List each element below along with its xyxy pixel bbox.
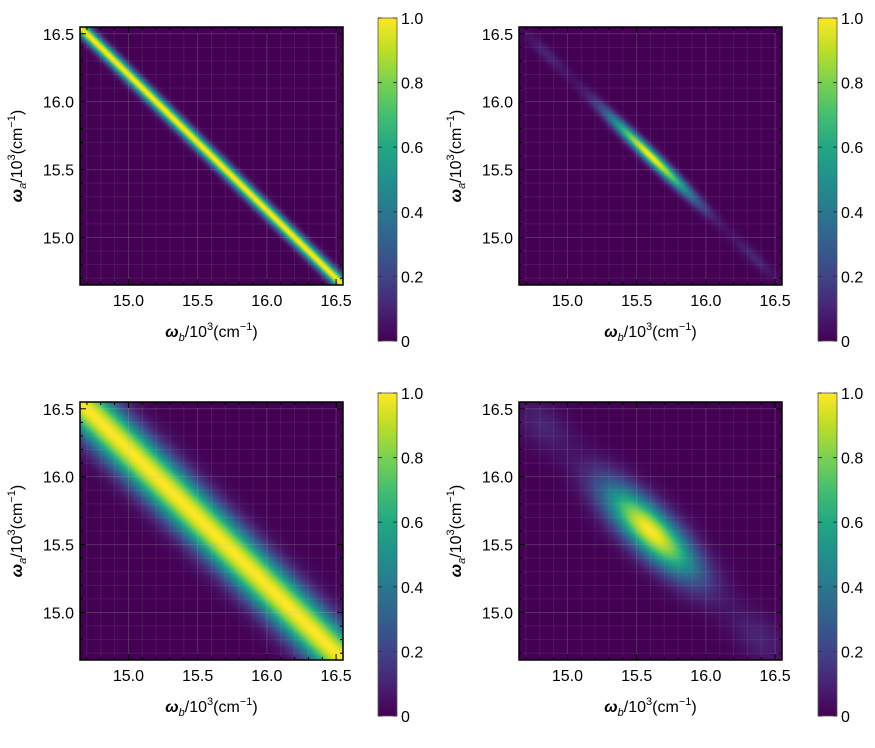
colorbar-tick-label: 0.6 <box>401 515 423 532</box>
x-tick-label: 16.5 <box>760 293 791 310</box>
y-tick-label: 16.5 <box>482 402 513 419</box>
y-tick-label: 15.5 <box>43 538 74 555</box>
colorbar-tick-label: 0.8 <box>841 451 863 468</box>
colorbar-tick-label: 0.2 <box>401 269 423 286</box>
y-tick-label: 16.0 <box>43 470 74 487</box>
panel-top-right: 15.0 15.5 16.0 16.5 15.0 15.5 16.0 16.5 ωb/103(c… <box>445 11 863 351</box>
y-tick-label: 15.0 <box>43 230 74 247</box>
y-tick-label: 15.5 <box>43 163 74 180</box>
colorbar-tick-label: 1.0 <box>841 386 863 403</box>
y-axis-label: ωa/103(cm−1) <box>445 110 468 202</box>
colorbar <box>817 392 838 717</box>
colorbar-tick-label: 0.6 <box>841 140 863 157</box>
colorbar-tick-label: 0.4 <box>841 580 863 597</box>
y-axis-label: ωa/103(cm−1) <box>6 110 29 202</box>
x-tick-label: 16.5 <box>760 668 791 685</box>
x-tick-label: 16.0 <box>690 668 721 685</box>
panel-bottom-left: 15.0 15.5 16.0 16.5 15.0 15.5 16.0 16.5 ωb/103(c… <box>6 386 423 726</box>
colorbar-tick-label: 0.4 <box>401 205 423 222</box>
x-tick-label: 15.0 <box>552 293 583 310</box>
colorbar-tick-label: 0.6 <box>841 515 863 532</box>
heatmap-image <box>519 402 782 660</box>
colorbar <box>377 392 398 717</box>
x-axis-label: ωb/103(cm−1) <box>604 696 696 719</box>
y-axis-label: ωa/103(cm−1) <box>6 485 29 577</box>
x-tick-label: 15.0 <box>113 668 144 685</box>
colorbar-tick-label: 0.6 <box>401 140 423 157</box>
x-tick-label: 16.5 <box>321 293 352 310</box>
y-tick-label: 15.5 <box>482 163 513 180</box>
x-tick-label: 16.0 <box>251 293 282 310</box>
heatmap-image <box>80 402 343 660</box>
y-axis-label: ωa/103(cm−1) <box>445 485 468 577</box>
x-tick-label: 15.0 <box>552 668 583 685</box>
y-tick-label: 15.0 <box>43 605 74 622</box>
y-tick-label: 16.0 <box>43 95 74 112</box>
y-tick-label: 15.5 <box>482 538 513 555</box>
x-tick-label: 16.5 <box>321 668 352 685</box>
heatmap-image <box>519 27 782 285</box>
colorbar-tick-label: 0 <box>841 709 850 726</box>
colorbar <box>817 17 838 342</box>
x-tick-label: 15.5 <box>182 668 213 685</box>
y-tick-label: 16.5 <box>43 27 74 44</box>
colorbar-tick-label: 0.4 <box>841 205 863 222</box>
y-tick-label: 16.0 <box>482 95 513 112</box>
colorbar-tick-label: 0.8 <box>401 451 423 468</box>
y-tick-label: 16.5 <box>43 402 74 419</box>
y-tick-label: 16.5 <box>482 27 513 44</box>
colorbar-tick-label: 0 <box>401 334 410 351</box>
x-axis-label: ωb/103(cm−1) <box>165 696 257 719</box>
panel-bottom-right: 15.0 15.5 16.0 16.5 15.0 15.5 16.0 16.5 ωb/103(c… <box>445 386 863 726</box>
colorbar-tick-label: 0.2 <box>401 644 423 661</box>
x-tick-label: 16.0 <box>251 668 282 685</box>
colorbar-tick-label: 1.0 <box>401 386 423 403</box>
x-tick-label: 15.0 <box>113 293 144 310</box>
panel-top-left: 15.0 15.5 16.0 16.5 15.0 15.5 16.0 16.5 ωb/103(c… <box>6 11 423 351</box>
heatmap-image <box>80 27 343 285</box>
x-tick-label: 15.5 <box>182 293 213 310</box>
y-tick-label: 15.0 <box>482 230 513 247</box>
colorbar-tick-label: 0.2 <box>841 644 863 661</box>
x-tick-label: 15.5 <box>621 293 652 310</box>
colorbar-tick-label: 0 <box>401 709 410 726</box>
colorbar-tick-label: 1.0 <box>401 11 423 28</box>
x-tick-label: 15.5 <box>621 668 652 685</box>
y-tick-label: 16.0 <box>482 470 513 487</box>
colorbar-tick-label: 0.8 <box>401 76 423 93</box>
colorbar-tick-label: 0 <box>841 334 850 351</box>
colorbar <box>377 17 398 342</box>
colorbar-tick-label: 0.2 <box>841 269 863 286</box>
x-axis-label: ωb/103(cm−1) <box>604 321 696 344</box>
colorbar-tick-label: 0.8 <box>841 76 863 93</box>
x-axis-label: ωb/103(cm−1) <box>165 321 257 344</box>
x-tick-label: 16.0 <box>690 293 721 310</box>
colorbar-tick-label: 0.4 <box>401 580 423 597</box>
colorbar-tick-label: 1.0 <box>841 11 863 28</box>
y-tick-label: 15.0 <box>482 605 513 622</box>
